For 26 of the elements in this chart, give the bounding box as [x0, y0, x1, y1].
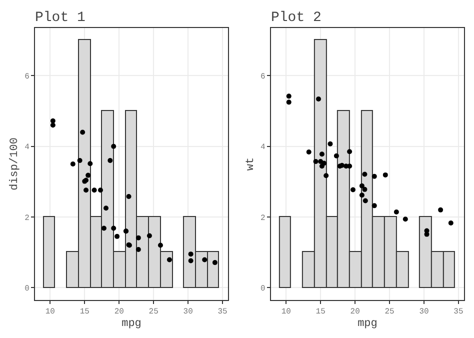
y-tick-label: 6: [260, 72, 266, 82]
y-tick-label: 6: [24, 72, 30, 82]
x-tick-label: 30: [183, 308, 194, 317]
x-tick-label: 20: [350, 308, 360, 317]
y-tick-label: 0: [260, 284, 266, 294]
x-tick-label: 25: [384, 308, 395, 317]
x-tick-label: 20: [114, 308, 124, 317]
x-tick-label: 10: [45, 308, 56, 317]
x-tick-label: 10: [281, 308, 292, 317]
x-tick-label: 15: [80, 308, 90, 317]
x-axis-title: mpg: [122, 318, 142, 330]
y-tick-label: 2: [260, 214, 266, 223]
y-axis-title: disp/100: [9, 138, 22, 190]
x-axis-title: mpg: [358, 318, 378, 330]
chart-title: Plot 1: [35, 10, 86, 26]
y-tick-label: 4: [260, 143, 266, 152]
x-tick-label: 35: [218, 308, 228, 317]
y-tick-label: 0: [24, 284, 30, 294]
x-tick-label: 35: [454, 308, 464, 317]
y-axis-title: wt: [245, 157, 258, 171]
y-tick-label: 2: [24, 214, 30, 223]
x-tick-label: 30: [419, 308, 430, 317]
chart-title: Plot 2: [271, 10, 322, 26]
x-tick-label: 25: [148, 308, 159, 317]
x-tick-label: 15: [316, 308, 326, 317]
y-tick-label: 4: [24, 143, 30, 152]
